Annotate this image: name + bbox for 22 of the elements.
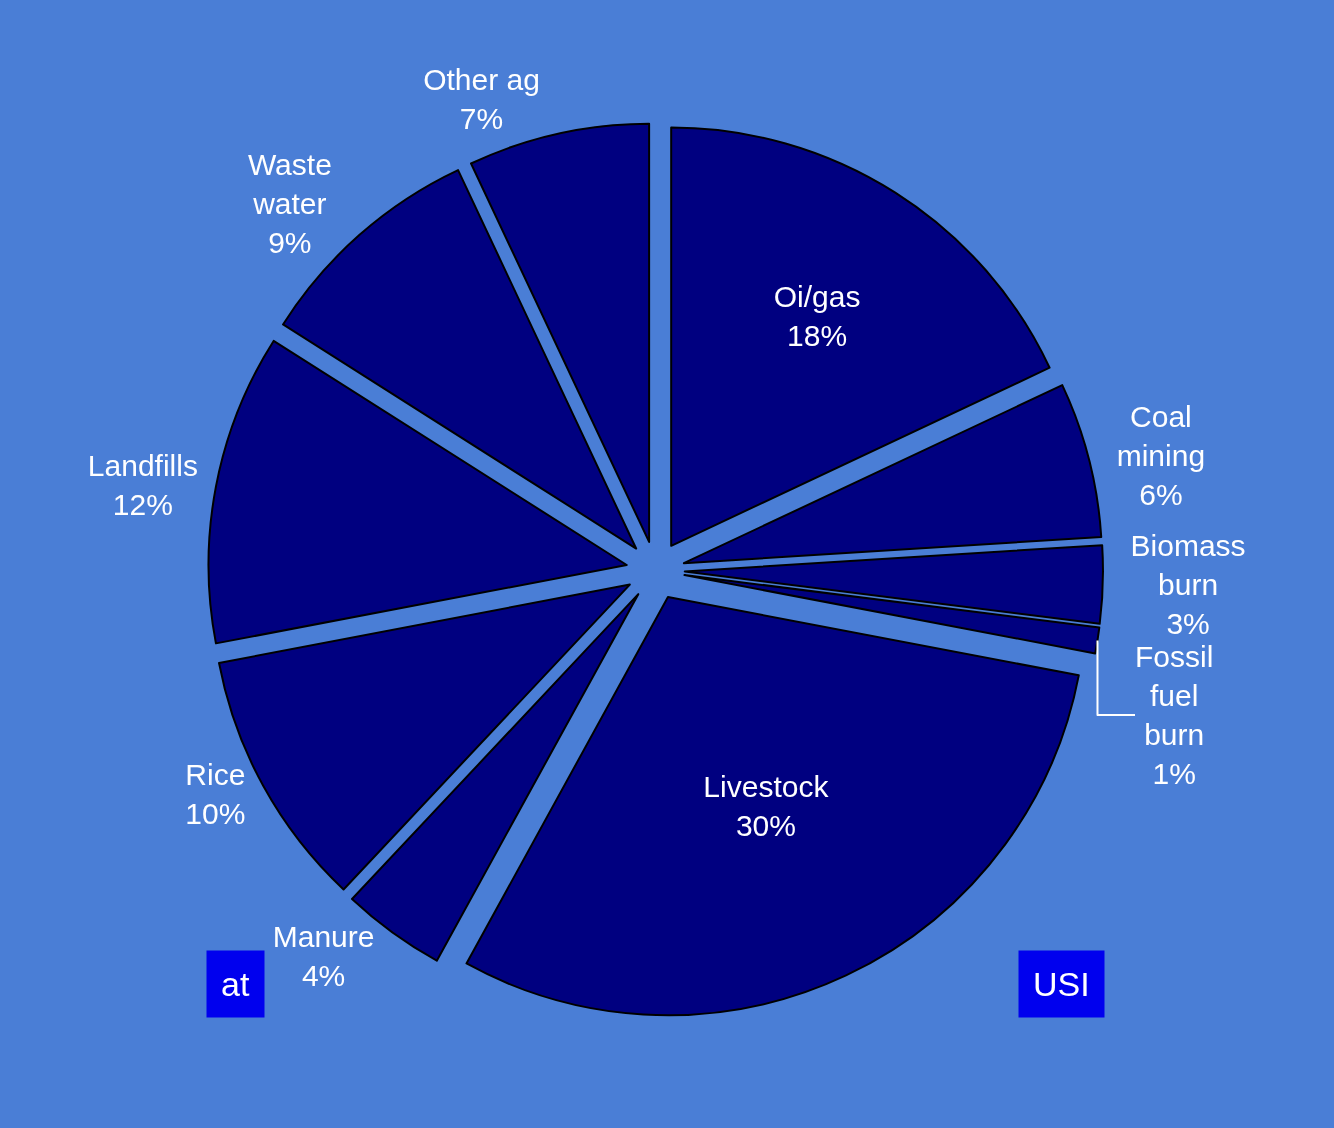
slice-label: Fossil fuel burn	[1134, 640, 1214, 752]
data-label: 1%	[1152, 757, 1196, 791]
slice-label: Waste water	[247, 148, 332, 221]
slice-label: Landfills	[87, 449, 198, 483]
data-label: 3%	[1166, 607, 1210, 641]
slice-label: Livestock	[703, 770, 830, 804]
text: USI	[1033, 965, 1090, 1003]
data-label: 18%	[787, 318, 848, 352]
data-label: 30%	[735, 809, 796, 843]
slice-label: Other ag	[423, 63, 540, 97]
data-label: 7%	[459, 102, 504, 136]
data-label: 9%	[268, 226, 312, 260]
slice-label: Oi/gas	[773, 279, 861, 313]
slice-label: Biomass burn	[1130, 529, 1246, 602]
data-label: 4%	[301, 959, 346, 993]
data-label: 6%	[1139, 478, 1183, 512]
data-label: 10%	[185, 797, 246, 831]
slice-label: Rice	[185, 758, 246, 792]
slice-label: Coal mining	[1116, 400, 1206, 473]
slice-label: Manure	[272, 920, 375, 954]
data-label: 12%	[112, 488, 173, 522]
text: at	[221, 965, 250, 1003]
